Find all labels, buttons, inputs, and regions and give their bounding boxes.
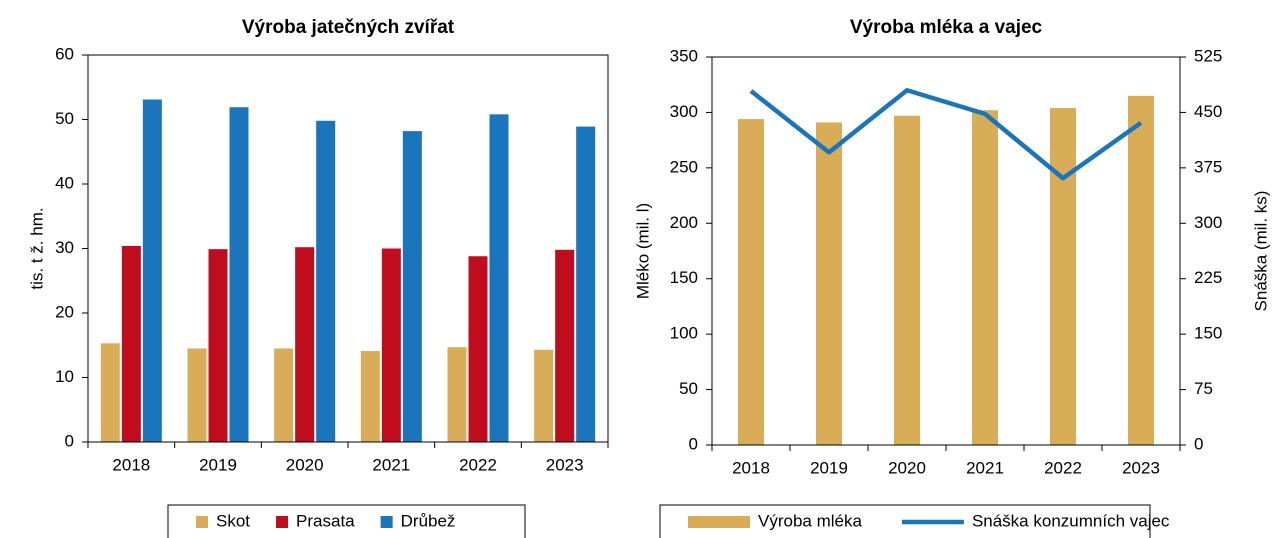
- y2-tick-label: 0: [1194, 434, 1203, 453]
- x-tick-label: 2018: [732, 458, 770, 477]
- bar: [738, 119, 764, 445]
- y2-axis-title: Snáška (mil. ks): [1251, 191, 1270, 312]
- x-tick-label: 2023: [546, 455, 584, 474]
- y2-tick-label: 225: [1194, 268, 1222, 287]
- legend-swatch: [688, 516, 750, 528]
- bar: [100, 343, 120, 442]
- x-tick-label: 2020: [888, 458, 926, 477]
- legend-label: Drůbež: [401, 511, 456, 530]
- y2-tick-label: 75: [1194, 379, 1213, 398]
- plot-frame: [711, 56, 1181, 446]
- chart-title: Výroba mléka a vajec: [850, 17, 1043, 38]
- y-tick-label: 20: [55, 302, 74, 321]
- y-tick-label: 40: [55, 173, 74, 192]
- y2-tick-label: 300: [1194, 213, 1222, 232]
- line: [749, 88, 1143, 181]
- legend-swatch: [380, 516, 393, 528]
- bar: [894, 115, 920, 446]
- chart-title: Výroba jatečných zvířat: [242, 17, 455, 38]
- bar: [316, 120, 336, 442]
- x-tick-label: 2021: [372, 455, 410, 474]
- y-axis-title: tis. t ž. hm.: [27, 207, 46, 289]
- y-tick-label: 60: [55, 44, 74, 63]
- y2-tick-label: 150: [1194, 324, 1222, 343]
- y2-tick-label: 375: [1194, 157, 1222, 176]
- bar: [972, 110, 998, 445]
- legend-label: Výroba mléka: [758, 511, 862, 530]
- bar: [274, 348, 294, 442]
- bar: [447, 347, 467, 442]
- y-tick-label: 10: [55, 367, 74, 386]
- legend-swatch: [196, 516, 208, 528]
- bar: [576, 126, 596, 442]
- y-tick-label: 200: [670, 213, 698, 232]
- plot-frame: [87, 54, 609, 443]
- legend-swatch: [276, 516, 289, 528]
- x-tick-label: 2020: [286, 455, 324, 474]
- y-tick-label: 30: [55, 238, 74, 257]
- x-tick-label: 2019: [810, 458, 848, 477]
- bar: [208, 249, 228, 442]
- y-tick-label: 350: [670, 46, 698, 65]
- y-axis-title: Mléko (mil. l): [633, 203, 652, 299]
- y-tick-label: 50: [679, 379, 698, 398]
- bar: [142, 99, 162, 442]
- bar: [489, 114, 509, 442]
- bar: [295, 247, 315, 442]
- y-tick-label: 150: [670, 268, 698, 287]
- y-tick-label: 0: [65, 431, 74, 450]
- bar: [229, 107, 249, 443]
- bar: [402, 131, 422, 443]
- x-tick-label: 2022: [1044, 458, 1082, 477]
- bar: [1128, 95, 1154, 446]
- x-tick-label: 2021: [966, 458, 1004, 477]
- bar: [360, 351, 380, 442]
- bar: [381, 248, 401, 442]
- x-tick-label: 2018: [112, 455, 150, 474]
- y2-tick-label: 450: [1194, 102, 1222, 121]
- x-tick-label: 2022: [459, 455, 497, 474]
- y-tick-label: 0: [689, 434, 698, 453]
- bar: [816, 122, 842, 446]
- y-tick-label: 100: [670, 324, 698, 343]
- x-tick-label: 2023: [1122, 458, 1160, 477]
- x-tick-label: 2019: [199, 455, 237, 474]
- y-tick-label: 50: [55, 109, 74, 128]
- legend-label: Prasata: [296, 511, 355, 530]
- bar: [121, 245, 141, 442]
- y-tick-label: 300: [670, 102, 698, 121]
- legend-box: [167, 504, 526, 538]
- legend-label: Skot: [216, 511, 250, 530]
- y-tick-label: 250: [670, 157, 698, 176]
- bar: [187, 348, 207, 442]
- bar: [468, 256, 488, 442]
- bar: [555, 249, 575, 442]
- y2-tick-label: 525: [1194, 46, 1222, 65]
- legend-label: Snáška konzumních vajec: [972, 511, 1170, 530]
- bar: [534, 349, 554, 442]
- bar: [1050, 107, 1076, 445]
